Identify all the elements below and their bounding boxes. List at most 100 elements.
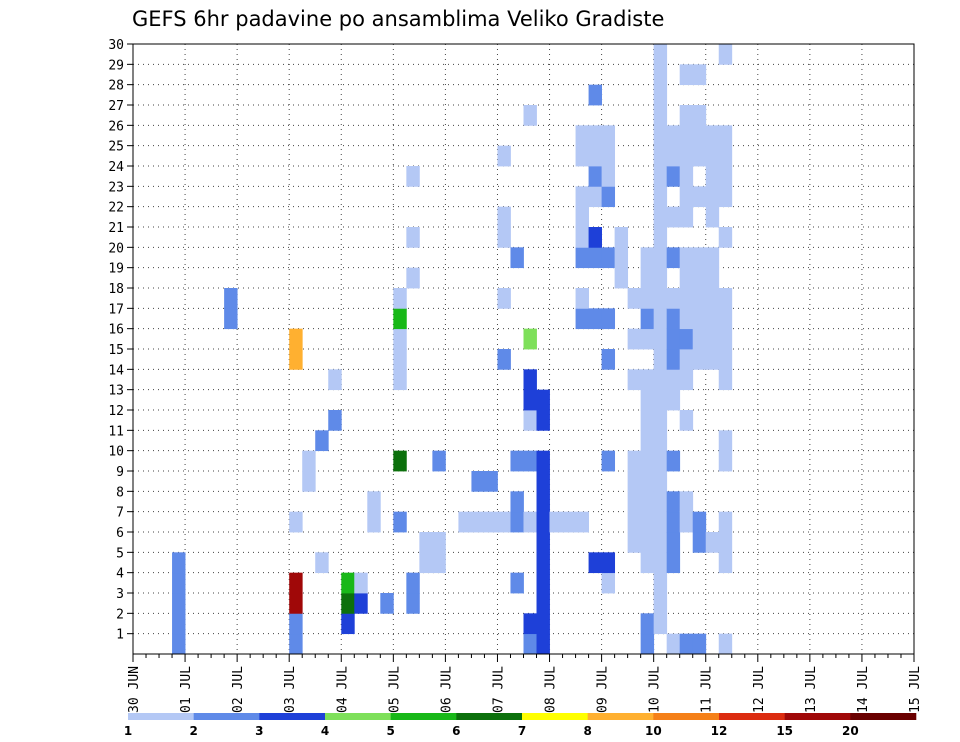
heatmap-cell <box>705 267 720 289</box>
heatmap-cell <box>640 267 655 289</box>
heatmap-cell <box>601 349 616 370</box>
heatmap-cell <box>653 84 668 106</box>
heatmap-cell <box>510 450 524 472</box>
heatmap-cell <box>718 166 733 187</box>
colorbar-swatch <box>653 713 720 720</box>
heatmap-cell <box>666 491 681 513</box>
y-tick-label: 14 <box>108 363 124 378</box>
y-tick-label: 12 <box>108 404 124 419</box>
heatmap-cell <box>640 491 655 513</box>
heatmap-cell <box>653 44 668 65</box>
heatmap-cell <box>640 532 655 553</box>
heatmap-cell <box>601 552 616 574</box>
heatmap-cell <box>718 227 733 248</box>
y-tick-label: 24 <box>108 160 124 175</box>
x-tick-label: 12 JUL <box>752 666 767 713</box>
heatmap-cell <box>679 349 694 370</box>
colorbar-label: 7 <box>518 724 526 738</box>
heatmap-cell <box>289 328 303 350</box>
heatmap-cell <box>315 552 329 574</box>
heatmap-cell <box>627 532 642 553</box>
heatmap-cell <box>536 593 550 614</box>
heatmap-cell <box>627 491 642 513</box>
heatmap-cell <box>653 247 668 269</box>
heatmap-cell <box>692 511 707 533</box>
heatmap-cell <box>666 247 681 269</box>
heatmap-cell <box>666 633 681 655</box>
heatmap-cell <box>523 633 537 655</box>
heatmap-cell <box>718 532 733 553</box>
heatmap-cell <box>289 349 303 370</box>
heatmap-cell <box>406 227 420 248</box>
heatmap-cell <box>718 430 733 452</box>
heatmap-cell <box>601 125 616 147</box>
heatmap-cell <box>536 471 550 492</box>
heatmap-cell <box>640 471 655 492</box>
x-tick-label: 07 JUL <box>491 666 506 713</box>
heatmap-cell <box>627 288 642 309</box>
heatmap-cell <box>666 552 681 574</box>
heatmap-cell <box>679 308 694 330</box>
heatmap-cell <box>224 308 238 330</box>
heatmap-cell <box>393 349 407 370</box>
heatmap-cell <box>510 491 524 513</box>
heatmap-cell <box>419 552 433 574</box>
heatmap-cell <box>640 389 655 411</box>
heatmap-cell <box>653 471 668 492</box>
colorbar-swatch <box>390 713 457 720</box>
heatmap-cell <box>718 369 733 391</box>
colorbar-swatch <box>456 713 523 720</box>
colorbar-label: 8 <box>583 724 591 738</box>
heatmap-cell <box>679 186 694 208</box>
heatmap-cell <box>627 450 642 472</box>
y-tick-label: 11 <box>108 424 124 439</box>
heatmap-cell <box>640 247 655 269</box>
colorbar-label: 4 <box>321 724 329 738</box>
heatmap-cell <box>718 450 733 472</box>
heatmap-cell <box>679 369 694 391</box>
heatmap-cell <box>497 288 511 309</box>
y-tick-label: 26 <box>108 119 124 134</box>
heatmap-cell <box>536 410 550 431</box>
heatmap-cell <box>640 450 655 472</box>
heatmap-cell <box>653 572 668 594</box>
heatmap-cell <box>289 511 303 533</box>
heatmap-cell <box>575 186 589 208</box>
heatmap-cell <box>718 145 733 167</box>
heatmap-cell <box>718 44 733 65</box>
heatmap-cell <box>536 572 550 594</box>
heatmap-cell <box>653 64 668 86</box>
heatmap-cell <box>510 247 524 269</box>
heatmap-cell <box>393 308 407 330</box>
y-tick-label: 30 <box>108 38 124 53</box>
heatmap-cell <box>432 532 446 553</box>
heatmap-cell <box>679 633 694 655</box>
heatmap-cell <box>536 389 550 411</box>
heatmap-cell <box>419 532 433 553</box>
heatmap-cell <box>679 105 694 126</box>
heatmap-cell <box>705 308 720 330</box>
heatmap-cells <box>172 44 733 655</box>
heatmap-cell <box>653 410 668 431</box>
heatmap-cell <box>523 410 537 431</box>
y-tick-label: 21 <box>108 221 124 236</box>
chart-title: GEFS 6hr padavine po ansamblima Veliko G… <box>132 7 664 31</box>
heatmap-cell <box>341 613 355 635</box>
heatmap-cell <box>640 511 655 533</box>
heatmap-cell <box>341 593 355 614</box>
heatmap-cell <box>679 166 694 187</box>
heatmap-cell <box>640 410 655 431</box>
heatmap-cell <box>679 125 694 147</box>
heatmap-cell <box>536 552 550 574</box>
heatmap-cell <box>523 389 537 411</box>
heatmap-cell <box>640 328 655 350</box>
x-tick-label: 14 JUL <box>856 666 871 713</box>
heatmap-cell <box>653 328 668 350</box>
heatmap-cell <box>718 308 733 330</box>
heatmap-cell <box>666 511 681 533</box>
heatmap-cell <box>484 511 498 533</box>
heatmap-cell <box>406 572 420 594</box>
heatmap-cell <box>588 125 602 147</box>
heatmap-cell <box>614 267 629 289</box>
heatmap-cell <box>328 369 342 391</box>
